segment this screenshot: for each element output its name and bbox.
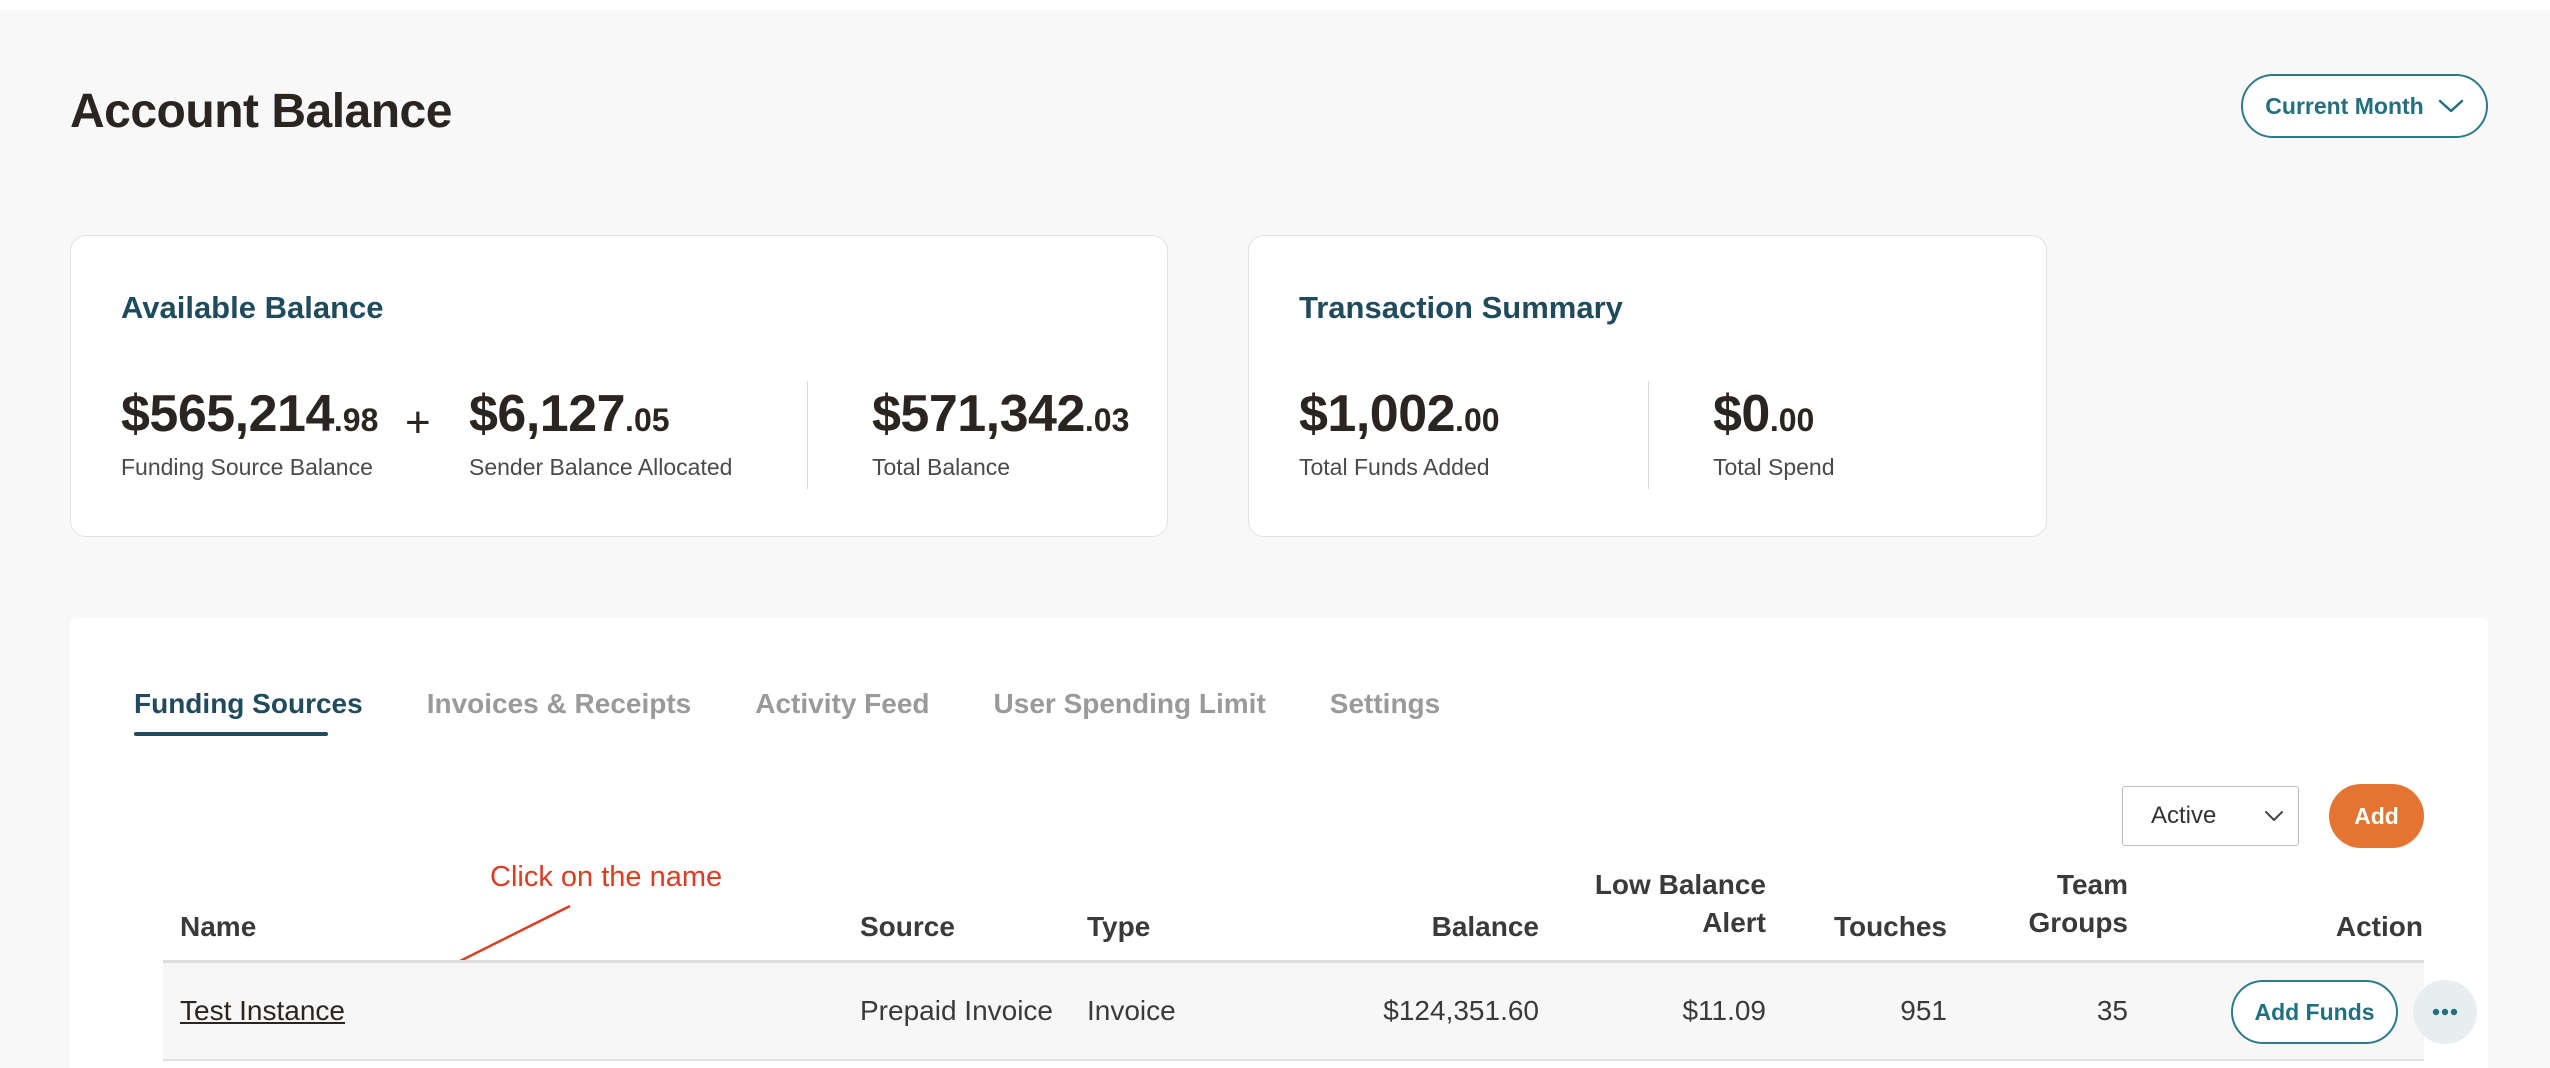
period-dropdown-button[interactable]: Current Month xyxy=(2241,74,2488,138)
cell-low-balance-alert: $11.09 xyxy=(1682,995,1766,1026)
top-strip xyxy=(0,0,2550,10)
funds-added-amount: $1,002 xyxy=(1299,385,1456,443)
plus-sign: + xyxy=(405,398,431,447)
funding-source-name-link[interactable]: Test Instance xyxy=(180,995,345,1026)
total-balance-label: Total Balance xyxy=(872,454,1011,480)
spend-label: Total Spend xyxy=(1713,454,1835,480)
sender-allocated-cents: .05 xyxy=(625,402,670,438)
total-balance-stat: $571,342.03 Total Balance xyxy=(872,384,1129,481)
period-label: Current Month xyxy=(2265,92,2424,119)
add-funding-source-button[interactable]: Add xyxy=(2329,784,2424,848)
header-action: Action xyxy=(2335,911,2423,942)
funding-source-label: Funding Source Balance xyxy=(121,454,373,480)
tab-funding-sources[interactable]: Funding Sources xyxy=(134,688,363,736)
funding-source-balance-stat: $565,214.98 Funding Source Balance xyxy=(121,384,378,481)
available-balance-card: Available Balance $565,214.98 Funding So… xyxy=(70,235,1168,537)
cell-type: Invoice xyxy=(1087,995,1176,1026)
spend-cents: .00 xyxy=(1769,402,1815,438)
transaction-summary-card: Transaction Summary $1,002.00 Total Fund… xyxy=(1248,235,2047,537)
header-type[interactable]: Type xyxy=(1087,911,1151,942)
header-source[interactable]: Source xyxy=(860,911,955,942)
total-funds-added-stat: $1,002.00 Total Funds Added xyxy=(1299,384,1500,481)
select-chevron-icon xyxy=(2265,811,2283,821)
tab-user-spending-limit[interactable]: User Spending Limit xyxy=(993,688,1266,719)
tab-invoices-receipts[interactable]: Invoices & Receipts xyxy=(426,688,692,719)
total-spend-stat: $0.00 Total Spend xyxy=(1713,384,1834,481)
tab-bar: Funding Sources Invoices & Receipts Acti… xyxy=(134,688,1440,736)
funding-source-amount: $565,214 xyxy=(121,385,334,443)
page-title: Account Balance xyxy=(70,85,452,138)
status-filter-value: Active xyxy=(2151,802,2217,829)
sender-allocated-amount: $6,127 xyxy=(469,385,626,443)
table-row: Test Instance Prepaid Invoice Invoice $1… xyxy=(163,963,2477,1061)
available-balance-title: Available Balance xyxy=(121,290,384,325)
stat-divider xyxy=(807,381,808,489)
header-low-balance-alert-line1: Low Balance xyxy=(1594,869,1766,900)
tab-settings[interactable]: Settings xyxy=(1329,688,1441,719)
header-team-groups-line1: Team xyxy=(2056,869,2128,900)
funds-added-label: Total Funds Added xyxy=(1299,454,1490,480)
header-team-groups-line2: Groups xyxy=(2028,907,2128,938)
header-name[interactable]: Name xyxy=(180,911,257,942)
transaction-summary-title: Transaction Summary xyxy=(1299,290,1623,325)
cell-touches: 951 xyxy=(1900,995,1947,1026)
header-touches[interactable]: Touches xyxy=(1833,911,1947,942)
sender-allocated-label: Sender Balance Allocated xyxy=(469,454,733,480)
header-low-balance-alert-line2: Alert xyxy=(1702,907,1766,938)
funding-source-cents: .98 xyxy=(333,402,379,438)
cell-source: Prepaid Invoice xyxy=(860,995,1054,1026)
header-balance[interactable]: Balance xyxy=(1431,911,1539,942)
funds-added-cents: .00 xyxy=(1455,402,1500,438)
more-actions-button[interactable] xyxy=(2413,980,2477,1044)
table-header-divider xyxy=(163,960,2424,963)
chevron-down-icon xyxy=(2438,99,2463,113)
cell-balance: $124,351.60 xyxy=(1383,995,1539,1026)
header-low-balance-alert[interactable]: Low Balance Alert xyxy=(1510,866,1766,942)
annotation-text: Click on the name xyxy=(490,861,723,893)
sender-balance-stat: $6,127.05 Sender Balance Allocated xyxy=(469,384,732,481)
total-balance-amount: $571,342 xyxy=(872,385,1085,443)
status-filter-select[interactable]: Active xyxy=(2122,786,2299,846)
spend-amount: $0 xyxy=(1713,385,1770,443)
total-balance-cents: .03 xyxy=(1084,402,1130,438)
header-team-groups[interactable]: Team Groups xyxy=(1970,866,2128,942)
add-funds-button[interactable]: Add Funds xyxy=(2231,980,2398,1044)
stat-divider xyxy=(1648,381,1649,489)
tab-activity-feed[interactable]: Activity Feed xyxy=(755,688,930,719)
cell-team-groups: 35 xyxy=(2096,995,2128,1026)
more-dots-icon xyxy=(2432,1008,2458,1016)
funding-panel: Funding Sources Invoices & Receipts Acti… xyxy=(70,618,2488,1068)
